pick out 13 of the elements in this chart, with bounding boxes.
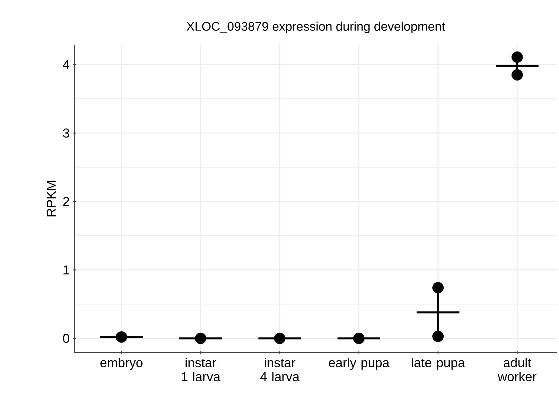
y-tick-label: 2 — [63, 197, 70, 206]
x-tick-label: embryo — [100, 358, 143, 370]
y-axis-title: RPKM — [47, 181, 56, 217]
y-tick-label: 3 — [63, 128, 70, 138]
x-tick-label: adult worker — [498, 358, 537, 382]
x-tick-label: late pupa — [412, 358, 466, 370]
x-tick-label: instar 1 larva — [182, 358, 221, 382]
y-tick-label: 1 — [64, 266, 70, 275]
x-tick-label: instar 4 larva — [260, 358, 300, 382]
chart-title: XLOC_093879 expression during development — [186, 22, 446, 34]
y-tick-label: 0 — [63, 334, 70, 344]
x-tick-label: early pupa — [329, 358, 390, 370]
y-tick-label: 4 — [63, 60, 70, 70]
